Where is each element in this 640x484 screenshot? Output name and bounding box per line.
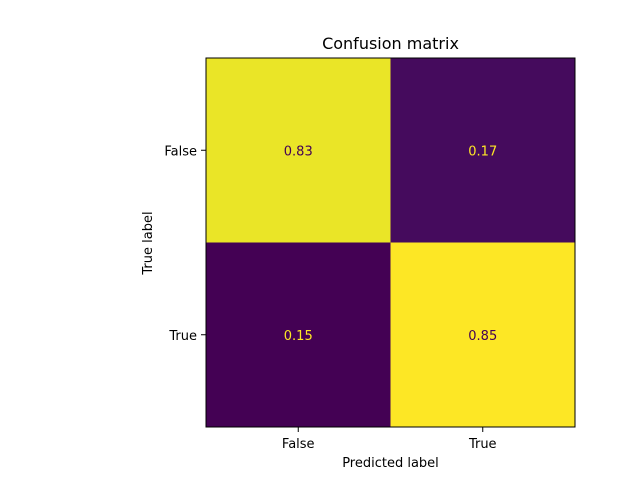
x-tick-label: False	[282, 437, 315, 452]
plot-frame	[205, 57, 576, 428]
heatmap-cell	[390, 242, 576, 428]
cell-value-label: 0.17	[468, 144, 497, 159]
heatmap-cell	[390, 58, 576, 243]
cell-value-label: 0.83	[284, 144, 313, 159]
y-axis-ticks: False True	[164, 144, 206, 344]
y-tick-label: True	[168, 329, 197, 344]
heatmap-cell	[206, 58, 391, 243]
x-tick-label: True	[468, 437, 497, 452]
cell-value-label: 0.85	[468, 329, 497, 344]
heatmap-cells	[206, 58, 576, 428]
x-axis-label: Predicted label	[342, 456, 439, 471]
y-axis-label: True label	[141, 211, 156, 275]
x-axis-ticks: False True	[282, 427, 497, 452]
chart-title: Confusion matrix	[322, 34, 459, 53]
y-tick-label: False	[164, 144, 197, 159]
heatmap-cell	[206, 242, 391, 428]
cell-value-label: 0.15	[284, 329, 313, 344]
cell-value-labels: 0.83 0.17 0.15 0.85	[284, 144, 497, 344]
